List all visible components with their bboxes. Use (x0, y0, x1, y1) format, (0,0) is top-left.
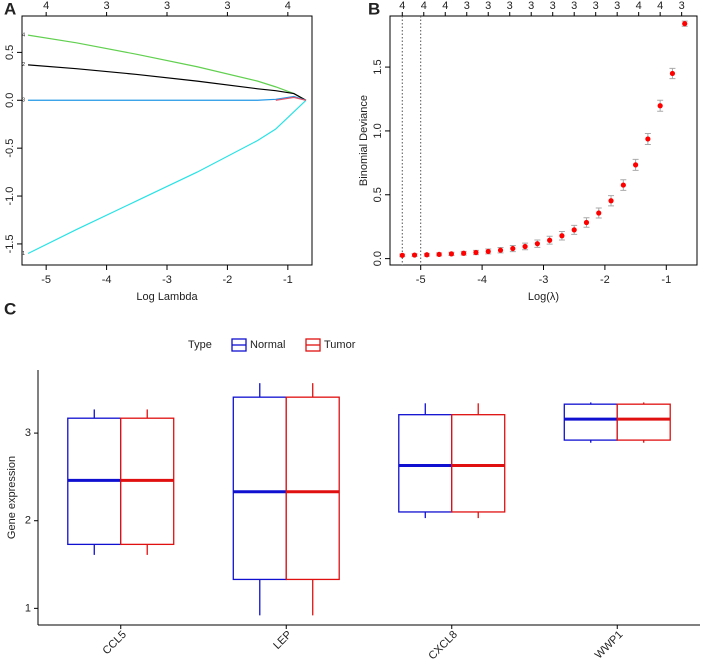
x-tick-label: -4 (102, 274, 112, 286)
x-axis-label: Log Lambda (136, 291, 198, 303)
top-tick-label: 4 (421, 0, 427, 12)
y-tick-label: 2 (25, 515, 31, 527)
x-tick-label: -2 (600, 274, 610, 286)
legend-label: Normal (250, 339, 285, 351)
plot-frame (21, 15, 313, 266)
point (424, 252, 430, 258)
x-tick-label: CCL5 (101, 629, 129, 657)
y-tick-label: 1.0 (372, 123, 384, 138)
x-tick-label: -1 (661, 274, 671, 286)
point (510, 245, 516, 252)
legend-title: Type (188, 339, 212, 351)
box (285, 396, 340, 581)
x-tick-label: -3 (162, 274, 172, 286)
legend-label: Tumor (324, 339, 356, 351)
point (411, 252, 418, 258)
box (232, 396, 287, 581)
top-tick-label: 3 (614, 0, 620, 12)
y-axis-label: Coefficients (0, 111, 2, 169)
y-tick-label: -1.5 (4, 234, 16, 253)
coef-line (28, 95, 307, 101)
y-axis-label: Binomial Deviance (358, 95, 370, 186)
top-tick-label: 3 (485, 0, 491, 12)
line-label: 4 (22, 32, 25, 38)
point (522, 243, 528, 250)
point (596, 210, 602, 216)
y-tick-label: -0.5 (4, 139, 16, 158)
x-tick-label: -5 (416, 274, 426, 286)
y-tick-label: 0.0 (372, 251, 384, 266)
top-tick-label: 3 (164, 0, 170, 12)
point (657, 103, 663, 109)
point (448, 251, 454, 257)
y-tick-label: 1 (25, 602, 31, 614)
box (451, 414, 506, 513)
x-tick-label: CXCL8 (426, 629, 460, 663)
point (497, 247, 504, 253)
top-tick-label: 3 (528, 0, 534, 12)
y-tick-label: 0.5 (372, 187, 384, 202)
point (534, 241, 540, 247)
top-tick-label: 3 (571, 0, 577, 12)
top-tick-label: 3 (464, 0, 470, 12)
x-tick-label: -3 (539, 274, 549, 286)
box (563, 403, 618, 441)
point (571, 227, 577, 233)
line-label: 1 (22, 251, 25, 257)
y-axis-label: Gene expression (6, 456, 18, 539)
top-tick-label: 4 (442, 0, 448, 12)
top-tick-label: 3 (224, 0, 230, 12)
line-label: 3 (22, 98, 25, 104)
x-tick-label: -4 (477, 274, 487, 286)
y-tick-label: 3 (25, 427, 31, 439)
point (473, 249, 479, 256)
x-axis-label: Log(λ) (528, 291, 559, 303)
panel-label: B (368, 0, 380, 18)
box (616, 403, 671, 441)
x-tick-label: LEP (271, 629, 294, 652)
point (669, 70, 676, 77)
x-tick-label: WWP1 (593, 629, 626, 662)
top-tick-label: 4 (399, 0, 405, 12)
y-tick-label: -1.0 (4, 187, 16, 206)
plot-frame (389, 15, 698, 266)
panel-label: C (4, 299, 16, 318)
box (398, 414, 453, 513)
point (559, 233, 565, 239)
point (485, 248, 491, 255)
y-tick-label: 0.0 (4, 93, 16, 108)
y-tick-label: 1.5 (372, 59, 384, 74)
panel-label: A (4, 0, 16, 18)
top-tick-label: 3 (104, 0, 110, 12)
point (645, 136, 651, 142)
point (547, 237, 553, 243)
coef-line (27, 99, 307, 255)
point (682, 21, 688, 27)
coef-line (27, 64, 307, 101)
x-tick-label: -1 (283, 274, 293, 286)
top-tick-label: 3 (593, 0, 599, 12)
top-tick-label: 4 (285, 0, 291, 12)
point (436, 251, 442, 258)
x-tick-label: -2 (223, 274, 233, 286)
top-tick-label: 3 (679, 0, 685, 12)
top-tick-label: 4 (636, 0, 642, 12)
point (583, 219, 590, 226)
top-tick-label: 3 (507, 0, 513, 12)
top-tick-label: 4 (657, 0, 663, 12)
coef-line (27, 34, 307, 101)
top-tick-label: 4 (43, 0, 49, 12)
point (633, 162, 639, 168)
point (461, 250, 467, 256)
top-tick-label: 3 (550, 0, 556, 12)
x-tick-label: -5 (41, 274, 51, 286)
y-tick-label: 0.5 (4, 45, 16, 60)
coef-line (275, 96, 307, 101)
point (399, 252, 405, 258)
point (608, 198, 614, 204)
point (620, 182, 626, 188)
line-label: 2 (22, 62, 25, 68)
